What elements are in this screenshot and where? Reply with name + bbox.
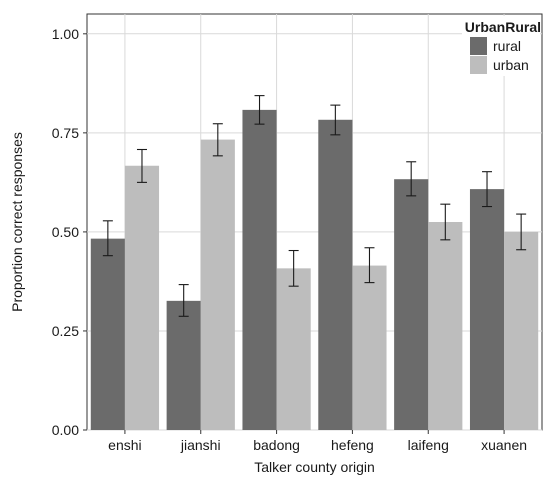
y-axis-title: Proportion correct responses [9,132,25,312]
x-tick-label-laifeng: laifeng [408,437,449,453]
x-tick-label-hefeng: hefeng [331,437,374,453]
bar-jianshi-rural [166,300,201,430]
bar-jianshi-urban [200,139,235,430]
bar-badong-rural [242,109,277,430]
x-tick-label-xuanen: xuanen [481,437,527,453]
bars [90,109,539,430]
legend-label-rural: rural [493,38,521,54]
plot-panel [86,13,543,431]
bar-hefeng-rural [318,119,353,430]
bar-xuanen-urban [504,231,539,430]
legend-title: UrbanRural [465,19,541,35]
bar-hefeng-urban [352,265,387,430]
x-axis-title: Talker county origin [254,459,375,475]
bar-badong-urban [276,268,311,430]
legend-label-urban: urban [493,57,529,73]
x-tick-label-jianshi: jianshi [180,437,221,453]
y-tick-label: 0.00 [52,422,79,438]
bar-xuanen-rural [469,189,505,430]
bar-enshi-rural [90,238,125,430]
y-tick-label: 1.00 [52,26,79,42]
bar-laifeng-urban [428,222,463,430]
legend: UrbanRural rural urban [462,16,541,76]
x-tick-label-badong: badong [253,437,300,453]
y-tick-label: 0.50 [52,224,79,240]
y-axis: 0.00 0.25 0.50 0.75 1.00 [52,26,87,438]
y-tick-label: 0.25 [52,323,79,339]
legend-key-urban [470,56,487,74]
bar-enshi-urban [124,165,160,430]
x-axis: enshi jianshi badong hefeng laifeng xuanen [108,430,527,453]
x-tick-label-enshi: enshi [108,437,141,453]
legend-key-rural [470,37,487,55]
bar-laifeng-rural [394,179,429,430]
error-bars [102,95,527,317]
y-tick-label: 0.75 [52,125,79,141]
